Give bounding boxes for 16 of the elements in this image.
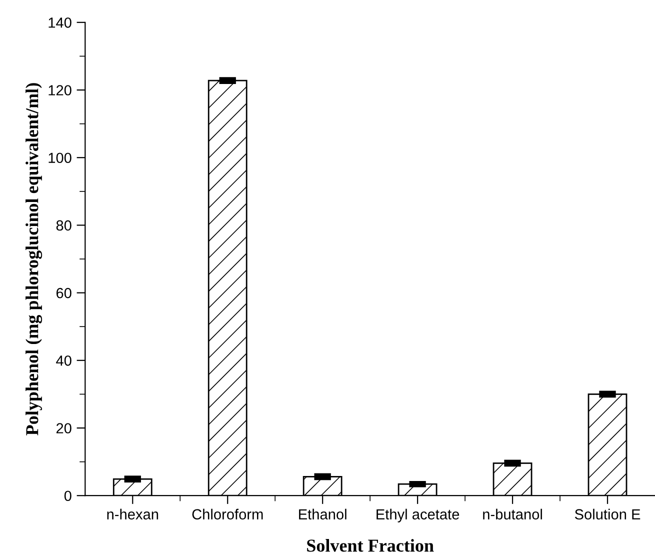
- y-axis-title: Polyphenol (mg phloroglucinol equivalent/ml): [26, 83, 42, 436]
- y-tick-label: 120: [48, 85, 72, 96]
- y-tick-label: 20: [56, 423, 72, 434]
- x-axis-title: Solvent Fraction: [307, 539, 434, 552]
- y-tick-label: 40: [56, 356, 72, 366]
- y-tick-label: 80: [56, 220, 72, 231]
- x-tick-label: Ethanol: [299, 508, 346, 520]
- x-tick-label: Ethyl acetate: [376, 508, 460, 522]
- x-tick-label: n-butanol: [483, 508, 542, 520]
- y-tick-label: 0: [64, 490, 72, 502]
- y-tick-label: 60: [56, 288, 72, 298]
- x-tick-label: n-hexan: [107, 508, 158, 520]
- y-tick-label: 100: [48, 152, 72, 164]
- x-tick-label: Chloroform: [192, 508, 263, 520]
- x-tick-label: Solution E: [574, 508, 640, 520]
- y-tick-label: 140: [48, 18, 72, 28]
